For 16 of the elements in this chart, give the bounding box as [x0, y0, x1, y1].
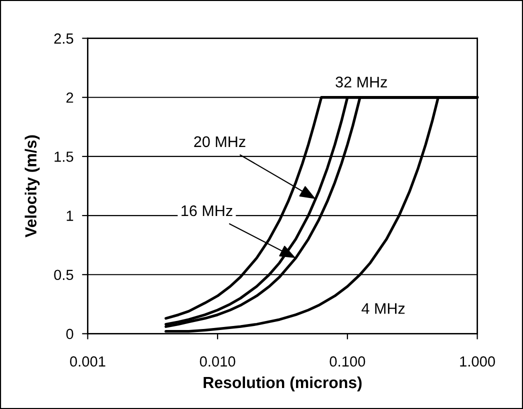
y-tick-label: 2	[66, 92, 74, 103]
x-tick-label: 0.010	[200, 356, 236, 367]
y-tick-label: 0	[66, 328, 74, 340]
x-tick-label: 0.100	[330, 356, 366, 367]
x-tick-label: 0.001	[70, 356, 106, 367]
x-axis-title: Resolution (microns)	[204, 376, 362, 392]
annotation: 16 MHz	[182, 205, 232, 216]
series-label: 4 MHz	[362, 303, 405, 314]
y-tick-label: 1.5	[54, 152, 74, 162]
y-tick-label: 2.5	[54, 33, 74, 44]
x-tick-label: 1.000	[460, 356, 495, 367]
annotation: 20 MHz	[194, 136, 246, 148]
y-axis-title: Velocity (m/s)	[24, 135, 40, 238]
series-label: 32 MHz	[336, 76, 387, 88]
y-tick-label: 1	[66, 210, 74, 221]
y-tick-label: 0.5	[54, 270, 74, 280]
